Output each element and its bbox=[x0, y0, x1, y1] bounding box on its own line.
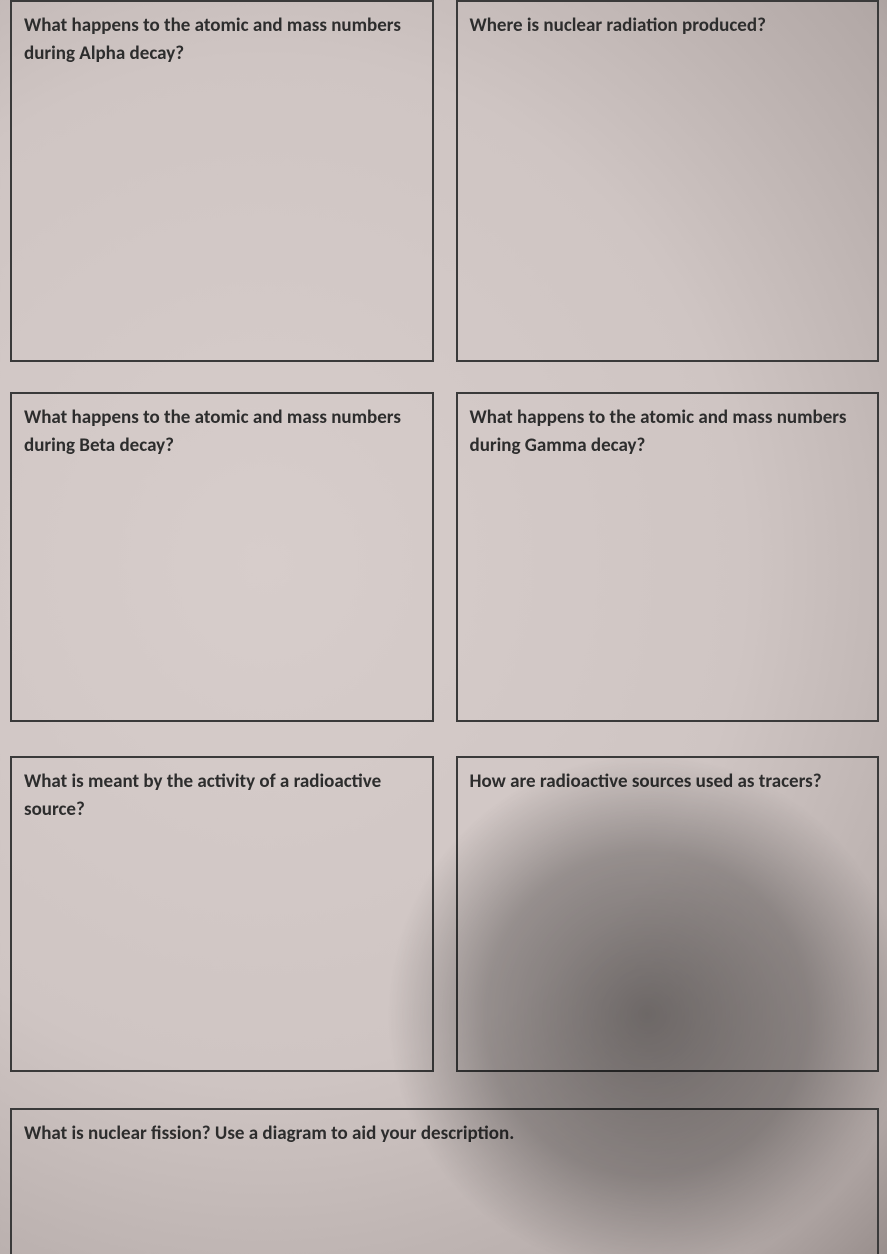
row-1: What happens to the atomic and mass numb… bbox=[0, 0, 887, 362]
worksheet-page: What happens to the atomic and mass numb… bbox=[0, 0, 887, 1254]
row-3: What is meant by the activity of a radio… bbox=[0, 756, 887, 1072]
row-4: What is nuclear fission? Use a diagram t… bbox=[0, 1108, 887, 1254]
box-alpha-decay: What happens to the atomic and mass numb… bbox=[10, 0, 434, 362]
question-beta-decay: What happens to the atomic and mass numb… bbox=[24, 404, 418, 459]
box-fission: What is nuclear fission? Use a diagram t… bbox=[10, 1108, 879, 1254]
box-activity: What is meant by the activity of a radio… bbox=[10, 756, 434, 1072]
question-radiation-produced: Where is nuclear radiation produced? bbox=[470, 12, 864, 40]
question-gamma-decay: What happens to the atomic and mass numb… bbox=[470, 404, 864, 459]
question-alpha-decay: What happens to the atomic and mass numb… bbox=[24, 12, 418, 67]
box-radiation-produced: Where is nuclear radiation produced? bbox=[456, 0, 880, 362]
box-beta-decay: What happens to the atomic and mass numb… bbox=[10, 392, 434, 722]
box-gamma-decay: What happens to the atomic and mass numb… bbox=[456, 392, 880, 722]
question-tracers: How are radioactive sources used as trac… bbox=[470, 768, 864, 796]
question-fission: What is nuclear fission? Use a diagram t… bbox=[24, 1120, 863, 1148]
question-activity: What is meant by the activity of a radio… bbox=[24, 768, 418, 823]
row-2: What happens to the atomic and mass numb… bbox=[0, 392, 887, 722]
box-tracers: How are radioactive sources used as trac… bbox=[456, 756, 880, 1072]
